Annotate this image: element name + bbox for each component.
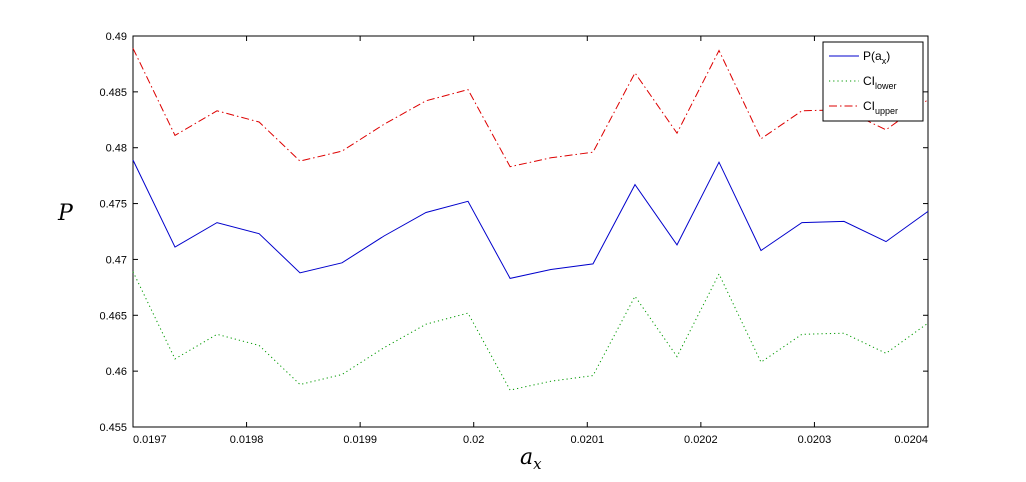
legend-box [822, 41, 924, 122]
legend-label: P(ax) [863, 49, 890, 66]
x-tick-label: 0.0198 [230, 434, 264, 446]
x-tick-label: 0.0197 [133, 434, 167, 446]
x-tick-label: 0.0204 [894, 434, 928, 446]
x-tick-label: 0.0199 [343, 434, 377, 446]
series-line-p [132, 159, 929, 279]
legend-label: CIlower [863, 74, 897, 91]
series-line-lower [132, 271, 929, 391]
y-tick-label: 0.48 [106, 143, 127, 155]
y-tick-label: 0.49 [106, 31, 127, 43]
y-tick-label: 0.475 [99, 199, 127, 211]
legend: P(ax) CIlower CIupper [822, 41, 924, 122]
series-line-upper [132, 48, 929, 168]
x-tick-label: 0.0201 [570, 434, 604, 446]
y-tick-label: 0.455 [99, 422, 127, 434]
x-tick-label: 0.0203 [798, 434, 832, 446]
x-axis-label: ax [520, 445, 542, 473]
legend-label: CIupper [863, 99, 898, 116]
x-axis-label-sub: x [533, 455, 542, 473]
axis-ticks: 0.0197 0.0198 0.0199 0.02 0.0201 0.0202 0.0203… [99, 31, 929, 446]
x-tick-label: 0.0202 [684, 434, 718, 446]
y-tick-label: 0.46 [106, 366, 127, 378]
y-tick-label: 0.465 [99, 310, 127, 322]
y-axis-label: P [57, 201, 74, 226]
x-tick-label: 0.02 [463, 434, 484, 446]
series-layer [132, 48, 929, 391]
x-axis-label-main: a [520, 445, 533, 470]
y-tick-label: 0.485 [99, 87, 127, 99]
y-tick-label: 0.47 [106, 254, 127, 266]
plot-area [132, 35, 929, 428]
